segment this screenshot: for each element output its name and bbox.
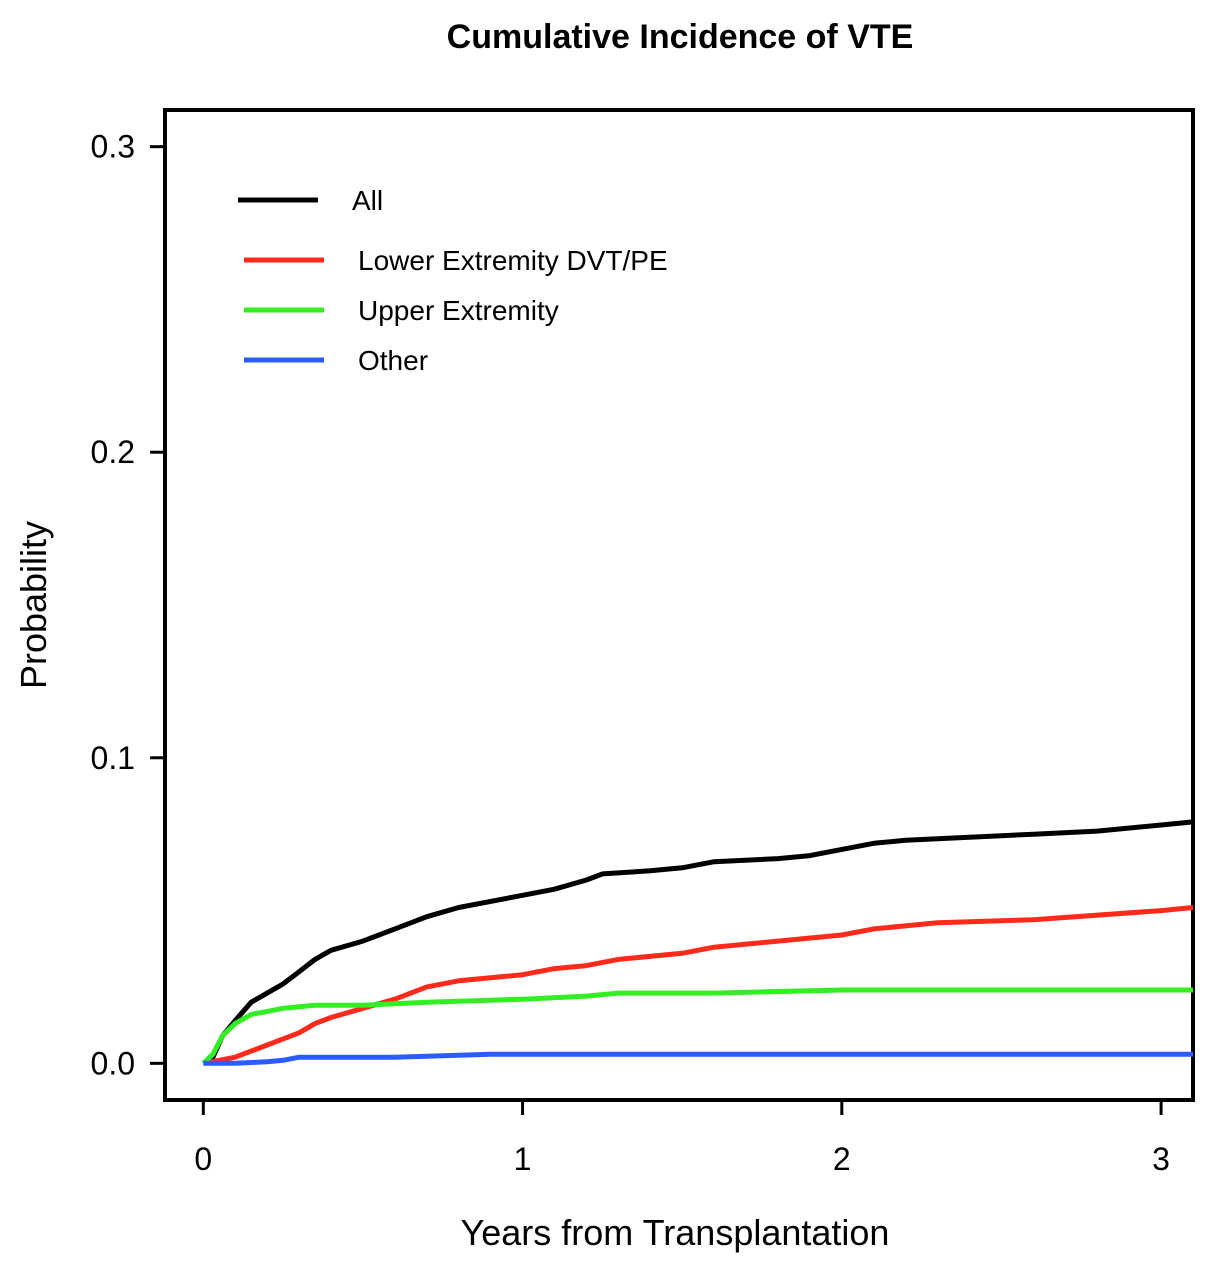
series-line-lower-extremity-dvt-pe xyxy=(202,905,1194,1066)
y-axis: 0.0 0.1 0.2 0.3 xyxy=(91,129,165,1081)
series-line-upper-extremity xyxy=(201,987,1193,1066)
plot-frame xyxy=(163,108,1195,1102)
y-tick-label: 0.2 xyxy=(91,434,135,470)
y-axis-label: Probability xyxy=(13,521,54,689)
y-tick-label: 0.3 xyxy=(91,129,135,165)
legend: All Lower Extremity DVT/PE Upper Extremity… xyxy=(238,185,668,376)
x-tick-label: 2 xyxy=(833,1141,851,1177)
series-line-all xyxy=(201,819,1194,1066)
legend-label-upper-extremity: Upper Extremity xyxy=(358,295,559,326)
legend-label-other: Other xyxy=(358,345,428,376)
legend-label-lower-extremity-dvt-pe: Lower Extremity DVT/PE xyxy=(358,245,668,276)
series-lines xyxy=(201,819,1194,1066)
series-line-other xyxy=(203,1051,1193,1066)
y-tick-label: 0.1 xyxy=(91,740,135,776)
x-tick-label: 1 xyxy=(514,1141,532,1177)
legend-label-all: All xyxy=(352,185,383,216)
chart-title: Cumulative Incidence of VTE xyxy=(447,18,914,56)
x-tick-label: 0 xyxy=(194,1141,212,1177)
x-axis: 0 1 2 3 xyxy=(194,1100,1170,1177)
y-tick-label: 0.0 xyxy=(91,1045,135,1081)
x-tick-label: 3 xyxy=(1152,1141,1170,1177)
x-axis-label: Years from Transplantation xyxy=(461,1212,890,1253)
